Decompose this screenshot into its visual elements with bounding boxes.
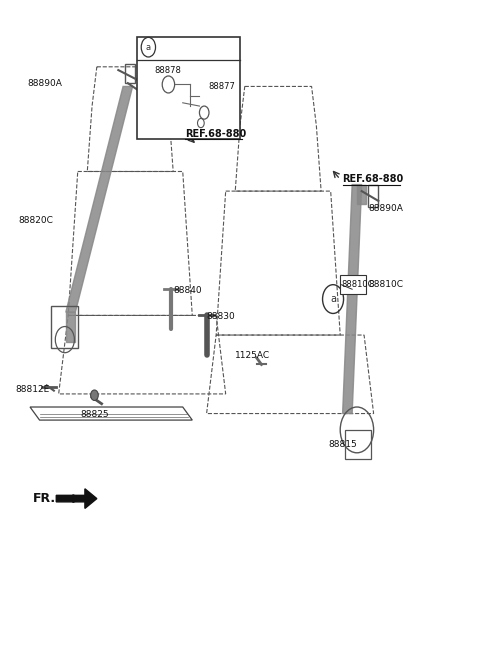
Text: 88810C: 88810C [368, 280, 403, 289]
Text: 88877: 88877 [208, 82, 235, 91]
Polygon shape [357, 185, 366, 204]
Text: 88890A: 88890A [368, 204, 403, 214]
Text: REF.68-880: REF.68-880 [343, 174, 404, 185]
Text: a: a [146, 43, 151, 52]
Bar [368, 185, 378, 208]
Text: 88890A: 88890A [28, 79, 62, 87]
Text: 88825: 88825 [80, 411, 109, 419]
Circle shape [91, 390, 98, 401]
Text: 1125AC: 1125AC [235, 351, 270, 361]
Text: 88830: 88830 [206, 312, 235, 321]
Bar [137, 37, 240, 139]
Text: REF.68-880: REF.68-880 [185, 129, 246, 139]
Polygon shape [56, 489, 97, 509]
Polygon shape [343, 185, 362, 413]
Bar [345, 430, 371, 459]
Text: FR.: FR. [33, 492, 56, 505]
Text: 88878: 88878 [154, 66, 181, 75]
Text: 88812E: 88812E [16, 385, 50, 394]
Text: 88810C: 88810C [341, 280, 373, 289]
Bar [340, 275, 366, 294]
Text: a: a [330, 294, 336, 304]
Text: 88840: 88840 [173, 286, 202, 295]
Polygon shape [66, 87, 132, 312]
Text: 88820C: 88820C [18, 216, 53, 225]
Text: 88815: 88815 [328, 440, 357, 449]
Bar [125, 64, 135, 83]
Bar [51, 306, 78, 348]
Polygon shape [66, 312, 75, 342]
